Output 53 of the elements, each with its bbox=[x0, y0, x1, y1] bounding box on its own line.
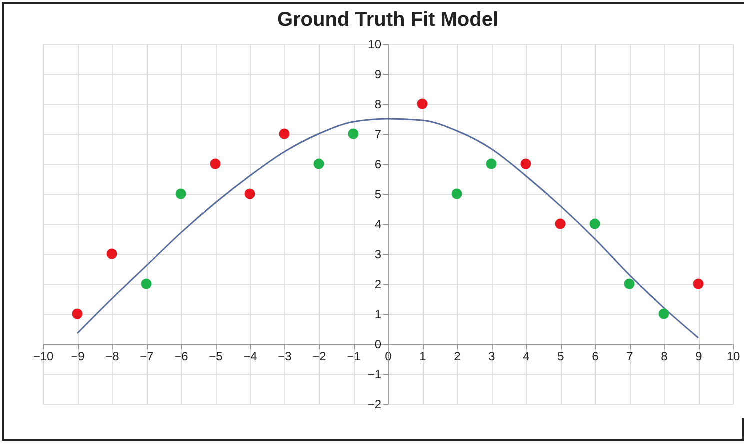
point bbox=[658, 308, 670, 320]
line-series bbox=[76, 118, 700, 339]
x-tick-label: 8 bbox=[661, 350, 668, 364]
y-tick-label: −1 bbox=[368, 368, 382, 382]
point bbox=[72, 308, 83, 320]
x-tick-label: 7 bbox=[626, 350, 634, 364]
point bbox=[555, 218, 566, 230]
x-tick-label: −6 bbox=[174, 350, 189, 364]
point bbox=[452, 188, 462, 200]
x-tick-label: −9 bbox=[71, 350, 86, 364]
point bbox=[279, 128, 290, 140]
point bbox=[417, 98, 428, 110]
y-tick-label: 10 bbox=[368, 38, 382, 52]
x-tick-label: −4 bbox=[244, 350, 258, 364]
y-tick-label: 2 bbox=[374, 278, 382, 292]
y-tick-label: 8 bbox=[374, 98, 382, 112]
x-tick-label: −8 bbox=[106, 350, 120, 364]
x-tick-label: 3 bbox=[488, 350, 496, 364]
x-tick-label: 1 bbox=[420, 350, 427, 364]
chart-title: Ground Truth Fit Model bbox=[277, 9, 499, 31]
x-tick-label: 2 bbox=[454, 350, 462, 364]
x-tick-label: −5 bbox=[209, 350, 224, 364]
x-tick-label: −3 bbox=[278, 350, 292, 364]
point bbox=[520, 158, 532, 170]
y-tick-label: 0 bbox=[374, 338, 382, 352]
point bbox=[141, 278, 152, 290]
point bbox=[590, 218, 600, 230]
y-tick-label: 5 bbox=[374, 188, 382, 202]
point bbox=[486, 158, 497, 170]
x-tick-label: 4 bbox=[523, 350, 530, 364]
point bbox=[106, 248, 118, 260]
point bbox=[693, 278, 704, 290]
point bbox=[176, 188, 186, 200]
x-tick-label: 10 bbox=[726, 350, 740, 364]
y-tick-label: 9 bbox=[374, 68, 382, 82]
point bbox=[348, 128, 359, 140]
x-tick-label: −1 bbox=[347, 350, 362, 364]
x-tick-label: 9 bbox=[696, 350, 703, 364]
x-tick-label: −10 bbox=[33, 350, 54, 364]
point bbox=[314, 158, 324, 170]
x-tick-label: −2 bbox=[312, 350, 327, 364]
y-tick-label: 1 bbox=[374, 308, 382, 322]
x-tick-label: 5 bbox=[558, 350, 565, 364]
x-tick-label: −7 bbox=[140, 350, 154, 364]
y-tick-label: 7 bbox=[374, 128, 382, 142]
y-tick-label: 6 bbox=[374, 158, 382, 172]
y-tick-label: 4 bbox=[374, 218, 382, 232]
point bbox=[624, 278, 635, 290]
y-tick-label: −2 bbox=[368, 398, 382, 412]
x-tick-label: 6 bbox=[592, 350, 600, 364]
point bbox=[210, 158, 221, 170]
point bbox=[244, 188, 256, 200]
y-tick-label: 3 bbox=[374, 248, 382, 262]
